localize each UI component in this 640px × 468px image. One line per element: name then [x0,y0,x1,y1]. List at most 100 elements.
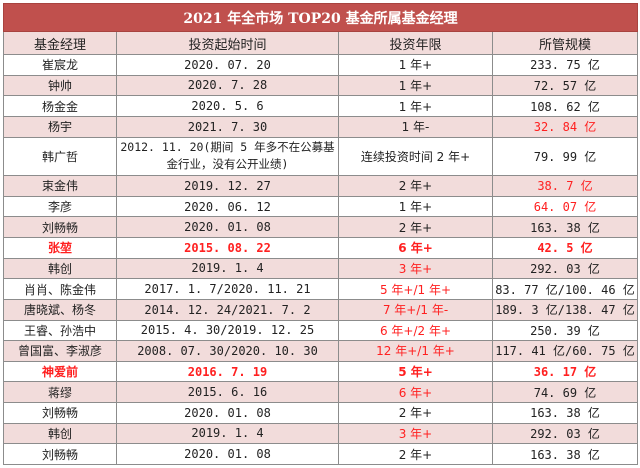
aum-cell: 42. 5 亿 [491,237,639,259]
manager-cell: 杨宇 [3,115,117,138]
header-years: 投资年限 [338,31,493,55]
years-cell: 2 年+ [338,402,493,424]
manager-cell: 钟帅 [3,74,117,97]
table-body: 崔宸龙 2020. 07. 20 1 年+ 233. 75 亿钟帅 2020. 7. 2… [3,54,639,465]
table-row: 崔宸龙 2020. 07. 20 1 年+ 233. 75 亿 [3,54,639,76]
table-row: 王睿、孙浩中 2015. 4. 30/2019. 12. 25 6 年+/2 年+ 2… [3,319,639,342]
start-cell: 2008. 07. 30/2020. 10. 30 [116,340,339,362]
aum-cell: 292. 03 亿 [491,422,639,445]
years-cell: 2 年+ [338,175,493,197]
start-cell: 2019. 12. 27 [116,175,339,197]
table-row: 刘畅畅 2020. 01. 08 2 年+ 163. 38 亿 [3,443,639,465]
years-cell: 5 年+/1 年+ [338,278,493,300]
start-cell: 2020. 06. 12 [116,195,339,218]
aum-cell: 32. 84 亿 [491,115,639,138]
manager-cell: 崔宸龙 [3,54,117,76]
table-row: 刘畅畅 2020. 01. 08 2 年+ 163. 38 亿 [3,216,639,238]
manager-cell: 曾国富、李淑彦 [3,340,117,362]
table-row: 张堃 2015. 08. 22 6 年+ 42. 5 亿 [3,237,639,259]
aum-cell: 79. 99 亿 [491,136,639,177]
manager-cell: 刘畅畅 [3,216,117,238]
header-start: 投资起始时间 [116,31,339,55]
years-cell: 3 年+ [338,257,493,280]
aum-cell: 189. 3 亿/138. 47 亿 [491,298,639,321]
years-cell: 6 年+/2 年+ [338,319,493,342]
manager-cell: 李彦 [3,195,117,218]
table-row: 神爱前 2016. 7. 19 5 年+ 36. 17 亿 [3,360,639,383]
table-row: 刘畅畅 2020. 01. 08 2 年+ 163. 38 亿 [3,402,639,424]
manager-cell: 唐晓斌、杨冬 [3,298,117,321]
aum-cell: 163. 38 亿 [491,402,639,424]
manager-cell: 神爱前 [3,360,117,383]
aum-cell: 83. 77 亿/100. 46 亿 [491,278,639,300]
manager-cell: 刘畅畅 [3,402,117,424]
start-cell: 2019. 1. 4 [116,257,339,280]
manager-cell: 韩创 [3,257,117,280]
years-cell: 1 年+ [338,74,493,97]
start-cell: 2015. 6. 16 [116,381,339,403]
manager-cell: 蒋缪 [3,381,117,403]
table-row: 束金伟 2019. 12. 27 2 年+ 38. 7 亿 [3,175,639,197]
years-cell: 连续投资时间 2 年+ [338,136,493,177]
aum-cell: 163. 38 亿 [491,443,639,465]
years-cell: 5 年+ [338,360,493,383]
years-cell: 1 年- [338,115,493,138]
start-cell: 2020. 5. 6 [116,95,339,117]
table-row: 钟帅 2020. 7. 28 1 年+ 72. 57 亿 [3,74,639,97]
table-row: 肖肖、陈金伟 2017. 1. 7/2020. 11. 21 5 年+/1 年+ 83… [3,278,639,300]
start-cell: 2021. 7. 30 [116,115,339,138]
manager-cell: 杨金金 [3,95,117,117]
start-cell: 2012. 11. 20(期间 5 年多不在公募基金行业，没有公开业绩) [116,136,339,177]
years-cell: 1 年+ [338,54,493,76]
aum-cell: 250. 39 亿 [491,319,639,342]
start-cell: 2020. 01. 08 [116,402,339,424]
aum-cell: 292. 03 亿 [491,257,639,280]
start-cell: 2020. 01. 08 [116,216,339,238]
start-cell: 2020. 7. 28 [116,74,339,97]
years-cell: 12 年+/1 年+ [338,340,493,362]
aum-cell: 233. 75 亿 [491,54,639,76]
aum-cell: 36. 17 亿 [491,360,639,383]
start-cell: 2019. 1. 4 [116,422,339,445]
years-cell: 6 年+ [338,381,493,403]
manager-cell: 肖肖、陈金伟 [3,278,117,300]
start-cell: 2014. 12. 24/2021. 7. 2 [116,298,339,321]
start-cell: 2016. 7. 19 [116,360,339,383]
manager-cell: 张堃 [3,237,117,259]
header-aum: 所管规模 [491,31,639,55]
start-cell: 2015. 08. 22 [116,237,339,259]
aum-cell: 108. 62 亿 [491,95,639,117]
table-row: 蒋缪 2015. 6. 16 6 年+ 74. 69 亿 [3,381,639,403]
table-row: 杨宇 2021. 7. 30 1 年- 32. 84 亿 [3,115,639,138]
aum-cell: 163. 38 亿 [491,216,639,238]
years-cell: 1 年+ [338,195,493,218]
manager-table: 2021 年全市场 TOP20 基金所属基金经理 基金经理 投资起始时间 投资年… [2,3,639,465]
manager-cell: 束金伟 [3,175,117,197]
years-cell: 6 年+ [338,237,493,259]
aum-cell: 117. 41 亿/60. 75 亿 [491,340,639,362]
years-cell: 3 年+ [338,422,493,445]
years-cell: 2 年+ [338,443,493,465]
manager-cell: 刘畅畅 [3,443,117,465]
start-cell: 2015. 4. 30/2019. 12. 25 [116,319,339,342]
table-row: 韩广哲 2012. 11. 20(期间 5 年多不在公募基金行业，没有公开业绩) 连… [3,136,639,177]
aum-cell: 72. 57 亿 [491,74,639,97]
header-manager: 基金经理 [3,31,117,55]
table-row: 李彦 2020. 06. 12 1 年+ 64. 07 亿 [3,195,639,218]
start-cell: 2020. 01. 08 [116,443,339,465]
manager-cell: 韩创 [3,422,117,445]
years-cell: 7 年+/1 年- [338,298,493,321]
years-cell: 2 年+ [338,216,493,238]
aum-cell: 64. 07 亿 [491,195,639,218]
header-row: 基金经理 投资起始时间 投资年限 所管规模 [3,31,639,55]
start-cell: 2020. 07. 20 [116,54,339,76]
manager-cell: 韩广哲 [3,136,117,177]
aum-cell: 74. 69 亿 [491,381,639,403]
manager-cell: 王睿、孙浩中 [3,319,117,342]
years-cell: 1 年+ [338,95,493,117]
aum-cell: 38. 7 亿 [491,175,639,197]
